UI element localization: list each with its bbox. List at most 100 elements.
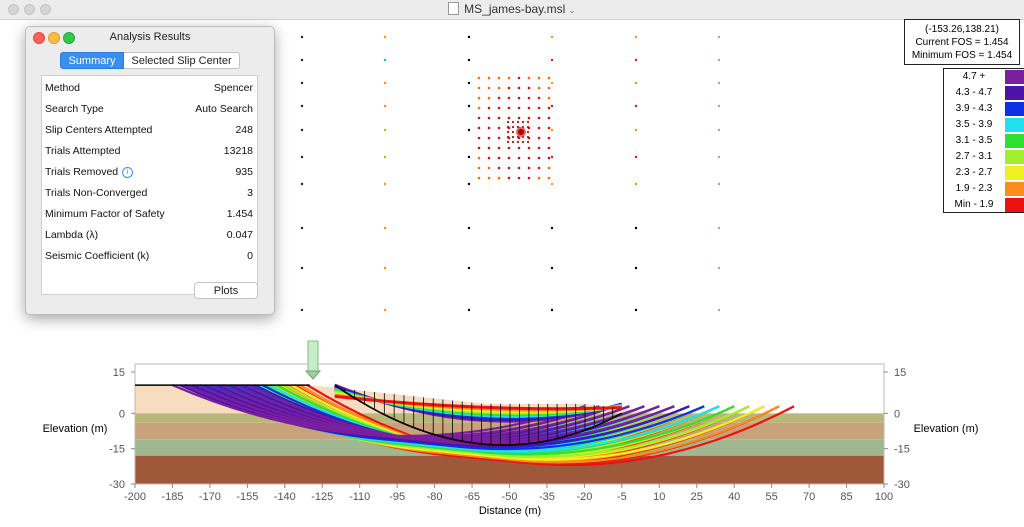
slip-surface	[291, 384, 765, 461]
slip-center-dot	[547, 156, 551, 160]
legend-item-label: 3.5 - 3.9	[955, 119, 993, 130]
slip-center-dot	[517, 86, 521, 90]
slip-center-dot	[487, 176, 491, 180]
slip-center-dot	[516, 140, 520, 144]
slip-center-dot	[516, 135, 520, 139]
slip-center-dot	[537, 126, 541, 130]
slip-center-dot	[467, 182, 471, 186]
plots-button[interactable]: Plots	[194, 282, 258, 299]
slip-center-dot	[547, 126, 551, 130]
panel-minimize-button[interactable]	[48, 32, 60, 44]
x-tick-label: 70	[803, 491, 815, 503]
document-icon	[448, 2, 460, 15]
slip-center-dot	[527, 96, 531, 100]
x-tick-label: -20	[576, 491, 592, 503]
legend-item: 1.9 - 2.3	[944, 181, 1024, 197]
legend-item-label: 2.7 - 3.1	[955, 151, 993, 162]
slip-center-dot	[527, 76, 531, 80]
slip-center-dot	[550, 58, 554, 62]
minimize-window-button[interactable]	[24, 4, 35, 15]
panel-zoom-button[interactable]	[63, 32, 75, 44]
x-tick-label: -95	[389, 491, 405, 503]
slip-center-dot	[497, 76, 501, 80]
slip-center-dot	[487, 86, 491, 90]
close-window-button[interactable]	[8, 4, 19, 15]
x-tick-label: -185	[161, 491, 183, 503]
panel-close-button[interactable]	[33, 32, 45, 44]
slip-center-dot	[717, 104, 721, 108]
model-axes: -200 -185 -170 -155 -140 -125 -110 -95 -80 -65 -50…	[109, 363, 910, 503]
slip-center-dot	[497, 176, 501, 180]
slip-center-dot	[507, 166, 511, 170]
slip-center-dot	[521, 120, 525, 124]
slip-center-dot	[383, 128, 387, 132]
slip-center-dot	[506, 135, 510, 139]
slip-center-dot	[506, 130, 510, 134]
chevron-down-icon: ⌄	[568, 5, 576, 15]
slip-center-dot	[517, 146, 521, 150]
current-fos: Current FOS = 1.454	[915, 37, 1009, 48]
slip-center-dot	[487, 146, 491, 150]
slip-center-dot	[467, 266, 471, 270]
slip-center-dot	[507, 106, 511, 110]
legend-item: 3.9 - 4.3	[944, 101, 1024, 117]
critical-slip-center[interactable]	[516, 127, 526, 137]
slip-center-dot	[537, 96, 541, 100]
y-axis-title-left: Elevation (m)	[43, 423, 108, 435]
slip-center-dot	[383, 308, 387, 312]
x-tick-label: -140	[274, 491, 296, 503]
slip-surface	[269, 384, 720, 453]
slip-center-dot	[300, 81, 304, 85]
x-tick-label: -35	[539, 491, 555, 503]
slip-center-dot	[550, 226, 554, 230]
slip-center-dot	[547, 76, 551, 80]
y-tick-label-right: -30	[894, 479, 910, 491]
tab-selected-slip-center[interactable]: Selected Slip Center	[124, 52, 240, 69]
slip-center-dot	[300, 128, 304, 132]
load-bar[interactable]	[307, 340, 319, 372]
tab-summary[interactable]: Summary	[60, 52, 124, 69]
results-row-value: Auto Search	[195, 103, 253, 115]
zoom-window-button[interactable]	[40, 4, 51, 15]
slip-center-dot	[717, 58, 721, 62]
panel-title: Analysis Results	[109, 31, 191, 43]
slip-center-dot	[634, 81, 638, 85]
slip-center-dot	[717, 81, 721, 85]
slip-center-dot	[383, 182, 387, 186]
slip-center-dot	[517, 116, 521, 120]
slip-center-dot	[717, 35, 721, 39]
slip-center-dot	[634, 35, 638, 39]
slip-center-grid	[300, 35, 721, 312]
slip-center-dot	[537, 166, 541, 170]
slip-center-dot	[550, 182, 554, 186]
x-tick-label: -65	[464, 491, 480, 503]
slip-center-dot	[517, 156, 521, 160]
slip-center-dot	[526, 125, 530, 129]
slip-center-dot	[506, 120, 510, 124]
slip-center-dot	[527, 176, 531, 180]
legend-item: 2.7 - 3.1	[944, 149, 1024, 165]
results-row-value: Spencer	[213, 82, 253, 94]
slip-center-dot	[634, 58, 638, 62]
slip-center-dot	[300, 308, 304, 312]
window-titlebar: MS_james-bay.msl ⌄	[0, 0, 1024, 20]
slip-center-dot	[547, 96, 551, 100]
legend-item-label: 4.7 +	[962, 71, 986, 82]
slip-center-dot	[477, 106, 481, 110]
window-title[interactable]: MS_james-bay.msl ⌄	[0, 2, 1024, 16]
results-row-label: Trials Attempted	[45, 145, 121, 157]
slip-center-dot	[537, 76, 541, 80]
slip-center-dot	[300, 226, 304, 230]
slip-center-dot	[717, 155, 721, 159]
slip-surface	[246, 384, 675, 445]
slip-center-dot	[511, 135, 515, 139]
minimum-fos: Minimum FOS = 1.454	[911, 50, 1013, 61]
slip-center-dot	[300, 35, 304, 39]
results-row-label: Trials Removed i	[45, 162, 134, 182]
slip-center-dot	[547, 86, 551, 90]
slip-center-dot	[300, 182, 304, 186]
info-icon[interactable]: i	[122, 167, 134, 178]
results-row: Trials Non-Converged 3	[42, 183, 257, 203]
load-arrow-icon	[304, 370, 322, 380]
